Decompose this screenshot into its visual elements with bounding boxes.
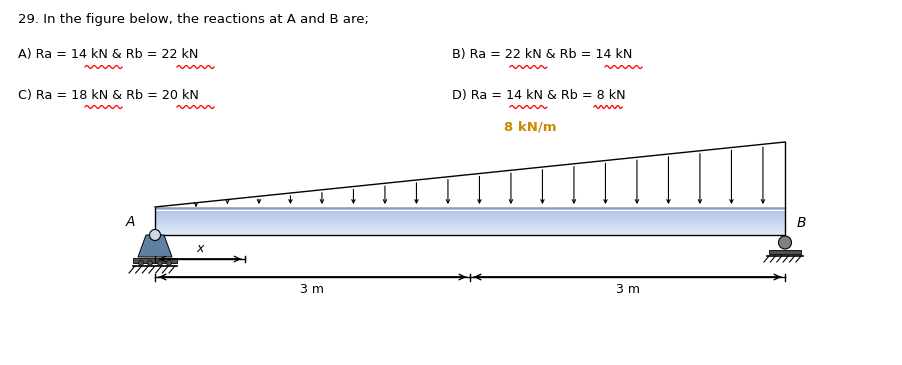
Bar	[155, 219, 784, 220]
Bar	[155, 230, 784, 231]
Text: 3 m: 3 m	[615, 283, 639, 296]
Circle shape	[778, 236, 791, 249]
Text: A: A	[125, 215, 135, 229]
Bar	[155, 224, 784, 225]
Bar	[155, 221, 784, 222]
Bar	[155, 217, 784, 218]
Bar	[155, 211, 784, 212]
Polygon shape	[138, 235, 171, 257]
Circle shape	[157, 261, 162, 265]
Text: 29. In the figure below, the reactions at A and B are;: 29. In the figure below, the reactions a…	[18, 13, 368, 26]
Bar	[155, 225, 784, 226]
Bar	[155, 207, 784, 235]
Bar	[133, 258, 177, 263]
Bar	[155, 228, 784, 229]
Bar	[155, 226, 784, 227]
Bar	[155, 215, 784, 216]
Text: B: B	[796, 216, 805, 230]
Bar	[155, 231, 784, 232]
Circle shape	[138, 261, 143, 265]
Text: 8 kN/m: 8 kN/m	[503, 121, 556, 134]
Circle shape	[147, 261, 152, 265]
Text: x: x	[196, 242, 204, 255]
Bar	[155, 233, 784, 234]
Bar	[155, 227, 784, 228]
Polygon shape	[155, 142, 784, 207]
Text: A) Ra = 14 kN & Rb = 22 kN: A) Ra = 14 kN & Rb = 22 kN	[18, 48, 198, 61]
Circle shape	[150, 230, 161, 241]
Bar	[155, 229, 784, 230]
Bar	[155, 220, 784, 221]
Bar	[155, 216, 784, 217]
Bar	[155, 232, 784, 233]
Bar	[155, 207, 784, 208]
Bar	[155, 218, 784, 219]
Circle shape	[166, 261, 171, 265]
Bar	[155, 212, 784, 213]
Bar	[155, 213, 784, 214]
Bar	[155, 223, 784, 224]
Text: C) Ra = 18 kN & Rb = 20 kN: C) Ra = 18 kN & Rb = 20 kN	[18, 89, 198, 102]
Bar	[769, 250, 800, 254]
Bar	[155, 208, 784, 209]
Text: D) Ra = 14 kN & Rb = 8 kN: D) Ra = 14 kN & Rb = 8 kN	[452, 89, 625, 102]
Text: B) Ra = 22 kN & Rb = 14 kN: B) Ra = 22 kN & Rb = 14 kN	[452, 48, 631, 61]
Bar	[155, 209, 784, 210]
Bar	[155, 222, 784, 223]
Bar	[155, 210, 784, 211]
Bar	[155, 214, 784, 215]
Bar	[155, 234, 784, 235]
Text: 3 m: 3 m	[300, 283, 324, 296]
